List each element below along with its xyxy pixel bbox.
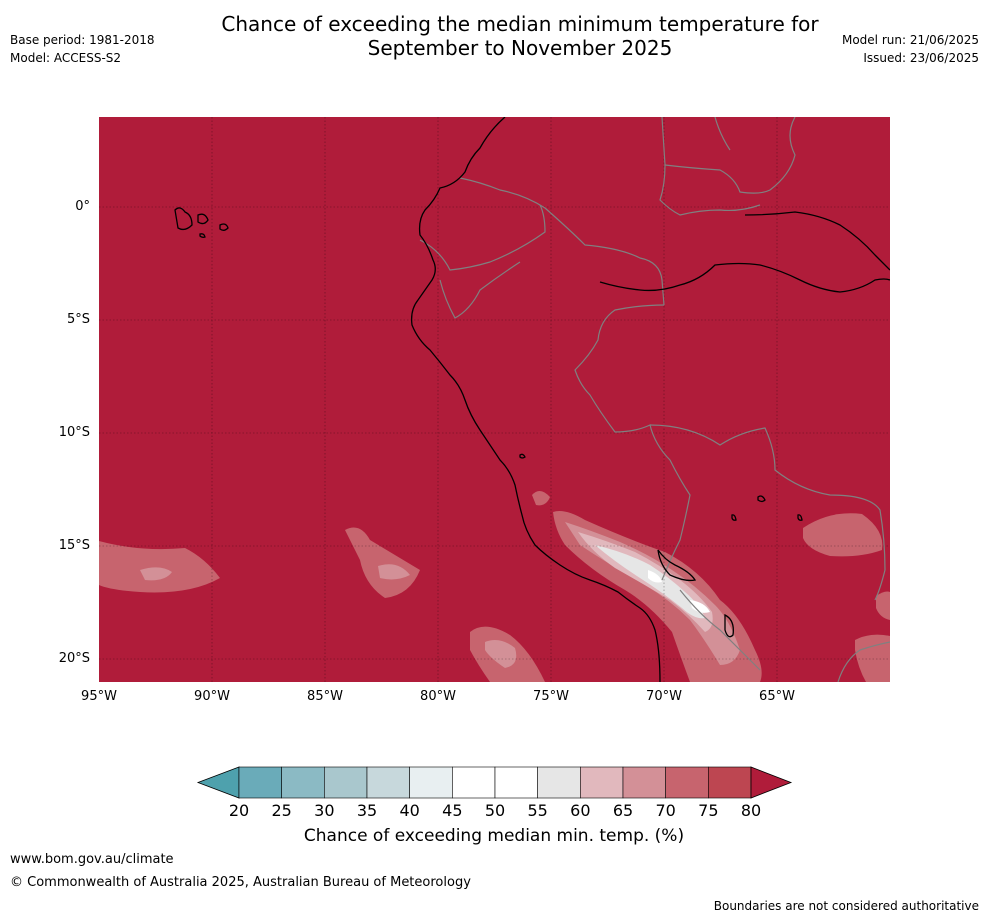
colorbar-tick-label: 25 (271, 801, 292, 820)
lon-tick-95w: 95°W (81, 689, 117, 704)
lon-tick-70w: 70°W (646, 689, 682, 704)
colorbar-tick-label: 60 (570, 801, 591, 820)
colorbar-extend-low (196, 766, 240, 799)
colorbar-segment (665, 766, 709, 799)
colorbar-segment (622, 766, 666, 799)
coastlines (174, 117, 890, 682)
contour-70-east-edge (876, 591, 890, 620)
bolivia-paraguay-border (837, 641, 890, 682)
colorbar-tick-label: 35 (356, 801, 378, 820)
lat-tick-5s: 5°S (66, 312, 90, 327)
meta-left: Base period: 1981-2018 Model: ACCESS-S2 (10, 31, 155, 67)
lat-tick-15s: 15°S (58, 538, 90, 553)
model-run: Model run: 21/06/2025 (841, 33, 979, 47)
colorbar-tick-label: 80 (740, 801, 762, 820)
lon-tick-75w: 75°W (533, 689, 569, 704)
colorbar-segment (494, 766, 538, 799)
peru-brazil-bolivia-border (574, 304, 691, 581)
lat-tick-10s: 10°S (58, 425, 90, 440)
colorbar-tick-label: 65 (612, 801, 634, 820)
probability-field (99, 117, 890, 682)
issued-date: Issued: 23/06/2025 (863, 51, 979, 65)
colorbar-segment (580, 766, 624, 799)
ecuador-peru-border (439, 261, 521, 319)
contour-patches (99, 490, 890, 682)
lake-titicaca (657, 549, 697, 582)
galapagos-san-cristobal (219, 223, 229, 231)
colorbar-segment (537, 766, 581, 799)
galapagos-santa-cruz (197, 213, 209, 225)
venezuela-brazil-border (664, 117, 796, 194)
lat-tick-20s: 20°S (58, 651, 90, 666)
colorbar-tick-label: 55 (527, 801, 548, 820)
model-name: Model: ACCESS-S2 (10, 51, 122, 65)
colorbar-segment (452, 766, 496, 799)
contour-70-southeast (855, 634, 890, 682)
colorbar-tick-label: 45 (442, 801, 463, 820)
map-title: Chance of exceeding the median minimum t… (0, 12, 988, 60)
colorbar-segment (708, 766, 752, 799)
contour-70-brazil-east (803, 513, 883, 557)
galapagos-floreana (199, 233, 206, 238)
lake-bolivia-c (797, 514, 803, 521)
colorbar-tick-label: 20 (228, 801, 250, 820)
colorbar-tick-label: 75 (698, 801, 719, 820)
amazon-river (599, 262, 890, 293)
galapagos-isabela (174, 207, 193, 231)
contour-65-pacific-mid (378, 564, 410, 580)
ecuador-colombia-border (419, 204, 546, 271)
pacific-coastline (410, 117, 661, 682)
colorbar-tick-label: 50 (484, 801, 506, 820)
contour-70-pacific-mid (345, 527, 420, 598)
contour-65-pacific-west (140, 567, 172, 581)
lake-bolivia-b (731, 514, 737, 521)
colorbar-segment (324, 766, 368, 799)
map-title-line1: Chance of exceeding the median minimum t… (221, 12, 819, 36)
colorbar-segment (281, 766, 325, 799)
base-period: Base period: 1981-2018 (10, 33, 155, 47)
colombia-border (459, 177, 665, 306)
lon-tick-80w: 80°W (420, 689, 456, 704)
colorbar-segment (409, 766, 453, 799)
lat-tick-0: 0° (75, 199, 90, 214)
country-boundaries (419, 117, 890, 682)
colorbar-tick-label: 70 (655, 801, 676, 820)
meta-right: Model run: 21/06/2025 Issued: 23/06/2025 (842, 31, 979, 67)
venezuela-north-border (714, 117, 731, 151)
map-title-line2: September to November 2025 (367, 36, 673, 60)
contour-50-andes-b (690, 600, 710, 613)
footer-copyright: © Commonwealth of Australia 2025, Austra… (10, 875, 471, 890)
lake-bolivia-a (757, 495, 766, 503)
contour-55-andes (595, 545, 705, 619)
colorbar-label: Chance of exceeding median min. temp. (%… (303, 826, 685, 846)
contour-70-coast-small (532, 490, 550, 506)
contour-50-andes-a (648, 570, 662, 583)
lon-tick-65w: 65°W (759, 689, 795, 704)
bolivia-brazil-border (649, 424, 886, 601)
lon-tick-90w: 90°W (194, 689, 230, 704)
lon-tick-85w: 85°W (307, 689, 343, 704)
bolivia-chile-border (679, 589, 761, 671)
colorbar (196, 766, 793, 799)
contour-65-pacific-south (485, 640, 517, 668)
colorbar-tick-label: 30 (314, 801, 335, 820)
map-area (99, 117, 890, 682)
contour-70-pacific-west (99, 541, 220, 593)
graticule (99, 117, 890, 682)
footer-url[interactable]: www.bom.gov.au/climate (10, 852, 174, 867)
footer-disclaimer: Boundaries are not considered authoritat… (713, 899, 979, 913)
venezuela-colombia-border (659, 117, 761, 216)
islet-peru (519, 453, 526, 459)
colorbar-segment (366, 766, 410, 799)
colorbar-tick-label: 40 (399, 801, 420, 820)
colorbar-segment (238, 766, 282, 799)
colorbar-extend-high (750, 766, 793, 799)
north-coastline (744, 211, 890, 271)
lake-poopo (724, 613, 734, 638)
